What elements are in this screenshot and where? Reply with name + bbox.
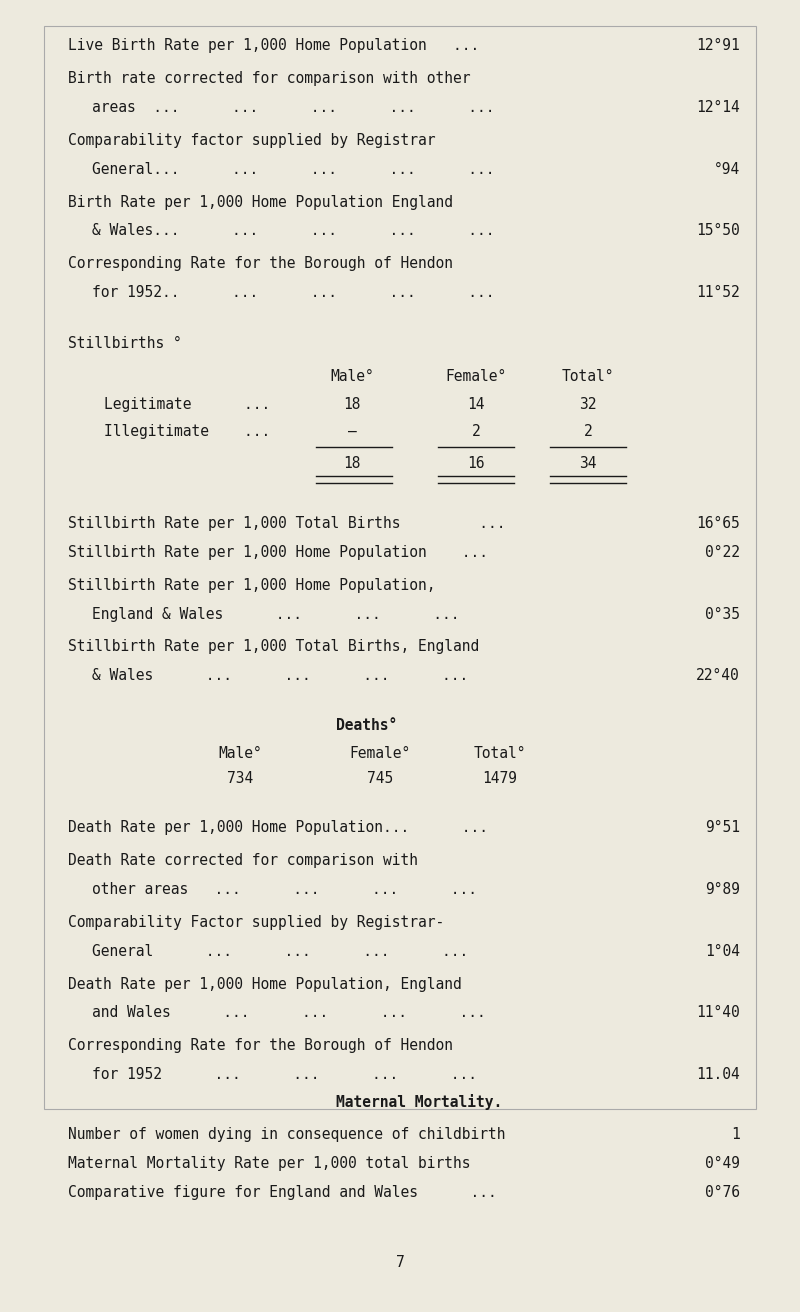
Text: 0°22: 0°22 <box>705 544 740 560</box>
Text: Stillbirth Rate per 1,000 Home Population    ...: Stillbirth Rate per 1,000 Home Populatio… <box>68 544 488 560</box>
Text: Illegitimate    ...: Illegitimate ... <box>104 424 270 440</box>
Text: 9°89: 9°89 <box>705 882 740 897</box>
Text: and Wales      ...      ...      ...      ...: and Wales ... ... ... ... <box>92 1005 486 1021</box>
Text: & Wales...      ...      ...      ...      ...: & Wales... ... ... ... ... <box>92 223 494 239</box>
Text: Female°: Female° <box>350 745 410 761</box>
Text: & Wales      ...      ...      ...      ...: & Wales ... ... ... ... <box>92 668 468 684</box>
Text: 14: 14 <box>467 396 485 412</box>
Text: 7: 7 <box>396 1254 404 1270</box>
Text: 15°50: 15°50 <box>696 223 740 239</box>
Text: Live Birth Rate per 1,000 Home Population   ...: Live Birth Rate per 1,000 Home Populatio… <box>68 38 479 54</box>
Text: Maternal Mortality Rate per 1,000 total births: Maternal Mortality Rate per 1,000 total … <box>68 1156 470 1172</box>
Text: Birth Rate per 1,000 Home Population England: Birth Rate per 1,000 Home Population Eng… <box>68 194 453 210</box>
Text: 32: 32 <box>579 396 597 412</box>
Text: Comparative figure for England and Wales      ...: Comparative figure for England and Wales… <box>68 1185 497 1200</box>
Text: 11.04: 11.04 <box>696 1067 740 1082</box>
Text: °94: °94 <box>714 161 740 177</box>
Text: 16°65: 16°65 <box>696 516 740 531</box>
Text: England & Wales      ...      ...      ...: England & Wales ... ... ... <box>92 606 459 622</box>
Text: Stillbirths °: Stillbirths ° <box>68 336 182 352</box>
Text: Stillbirth Rate per 1,000 Total Births, England: Stillbirth Rate per 1,000 Total Births, … <box>68 639 479 655</box>
Text: 1: 1 <box>731 1127 740 1143</box>
Text: 1°04: 1°04 <box>705 943 740 959</box>
Text: 0°49: 0°49 <box>705 1156 740 1172</box>
Text: areas  ...      ...      ...      ...      ...: areas ... ... ... ... ... <box>92 100 494 115</box>
Text: Male°: Male° <box>218 745 262 761</box>
Text: Death Rate per 1,000 Home Population, England: Death Rate per 1,000 Home Population, En… <box>68 976 462 992</box>
Text: Total°: Total° <box>474 745 526 761</box>
Text: General...      ...      ...      ...      ...: General... ... ... ... ... <box>92 161 494 177</box>
Text: Legitimate      ...: Legitimate ... <box>104 396 270 412</box>
Text: Maternal Mortality.: Maternal Mortality. <box>336 1094 502 1110</box>
Text: 18: 18 <box>343 455 361 471</box>
Text: Female°: Female° <box>446 369 506 384</box>
Text: 734: 734 <box>227 770 253 786</box>
Text: Death Rate per 1,000 Home Population...      ...: Death Rate per 1,000 Home Population... … <box>68 820 488 836</box>
Text: for 1952      ...      ...      ...      ...: for 1952 ... ... ... ... <box>92 1067 477 1082</box>
Text: 0°76: 0°76 <box>705 1185 740 1200</box>
Text: Comparability factor supplied by Registrar: Comparability factor supplied by Registr… <box>68 133 435 148</box>
Text: 9°51: 9°51 <box>705 820 740 836</box>
Text: 0°35: 0°35 <box>705 606 740 622</box>
Text: 11°52: 11°52 <box>696 285 740 300</box>
Text: 745: 745 <box>367 770 393 786</box>
Text: —: — <box>348 424 356 440</box>
Text: Corresponding Rate for the Borough of Hendon: Corresponding Rate for the Borough of He… <box>68 256 453 272</box>
Text: other areas   ...      ...      ...      ...: other areas ... ... ... ... <box>92 882 477 897</box>
Text: for 1952..      ...      ...      ...      ...: for 1952.. ... ... ... ... <box>92 285 494 300</box>
Text: Deaths°: Deaths° <box>336 718 398 733</box>
FancyBboxPatch shape <box>44 26 756 1109</box>
Text: 34: 34 <box>579 455 597 471</box>
Text: 18: 18 <box>343 396 361 412</box>
Text: Number of women dying in consequence of childbirth: Number of women dying in consequence of … <box>68 1127 506 1143</box>
Text: 12°91: 12°91 <box>696 38 740 54</box>
Text: 2: 2 <box>584 424 592 440</box>
Text: Corresponding Rate for the Borough of Hendon: Corresponding Rate for the Borough of He… <box>68 1038 453 1054</box>
Text: 1479: 1479 <box>482 770 518 786</box>
Text: Death Rate corrected for comparison with: Death Rate corrected for comparison with <box>68 853 418 869</box>
Text: 11°40: 11°40 <box>696 1005 740 1021</box>
Text: Total°: Total° <box>562 369 614 384</box>
Text: 22°40: 22°40 <box>696 668 740 684</box>
Text: Male°: Male° <box>330 369 374 384</box>
Text: Comparability Factor supplied by Registrar-: Comparability Factor supplied by Registr… <box>68 914 444 930</box>
Text: Birth rate corrected for comparison with other: Birth rate corrected for comparison with… <box>68 71 470 87</box>
Text: 2: 2 <box>472 424 480 440</box>
Text: Stillbirth Rate per 1,000 Home Population,: Stillbirth Rate per 1,000 Home Populatio… <box>68 577 435 593</box>
Text: General      ...      ...      ...      ...: General ... ... ... ... <box>92 943 468 959</box>
Text: 12°14: 12°14 <box>696 100 740 115</box>
Text: Stillbirth Rate per 1,000 Total Births         ...: Stillbirth Rate per 1,000 Total Births .… <box>68 516 506 531</box>
Text: 16: 16 <box>467 455 485 471</box>
